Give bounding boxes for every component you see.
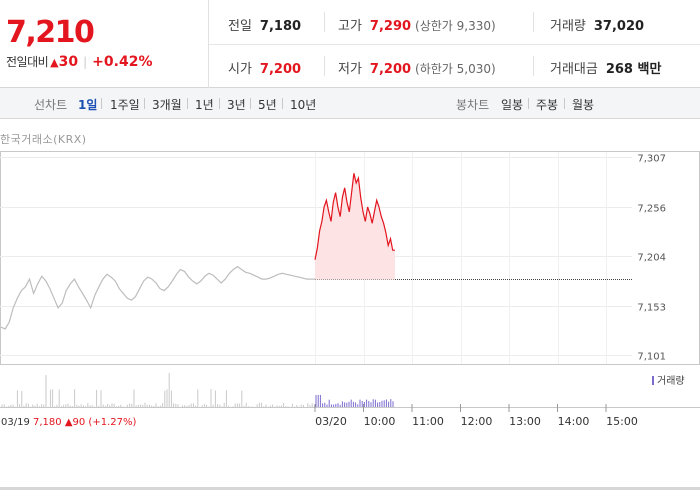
quote-header: 7,210 전일대비 ▲30 | +0.42% 전일 7,180 고가 7,290 (상한가… (0, 0, 700, 88)
volume-legend-marker (652, 376, 654, 385)
today-area-fill (315, 173, 395, 280)
up-triangle-icon: ▲ (50, 56, 59, 69)
header-row-divider (209, 44, 700, 45)
line-chart-label: 선차트 (34, 98, 68, 112)
x-tick-label: 13:00 (509, 415, 541, 428)
cell-divider (324, 12, 325, 32)
change-row: 전일대비 ▲30 | +0.42% (6, 53, 152, 70)
x-tick-label: 15:00 (606, 415, 638, 428)
amount-value: 268 백만 (605, 62, 662, 77)
volume-cell: 거래량 37,020 (550, 15, 644, 34)
prev-close-value: 7,180 (259, 19, 302, 34)
change-percent: +0.42% (92, 54, 153, 70)
prev-day-line (0, 265, 315, 330)
tab-3-year[interactable]: 3년 (227, 98, 246, 112)
tab-monthly-candle[interactable]: 월봉 (572, 98, 595, 112)
tab-divider (250, 98, 251, 109)
high-cell: 고가 7,290 (상한가 9,330) (338, 15, 496, 34)
tab-10-year[interactable]: 10년 (290, 98, 317, 112)
open-label: 시가 (228, 62, 252, 77)
volume-legend-label: 거래량 (657, 376, 685, 387)
x-tick-label: 03/20 (315, 415, 347, 428)
tab-5-year[interactable]: 5년 (258, 98, 277, 112)
x-tick-label: 11:00 (412, 415, 444, 428)
high-value: 7,290 (369, 19, 412, 34)
prev-day-up-icon: ▲ (65, 417, 73, 428)
tab-divider (101, 98, 102, 109)
prev-day-caption: 03/19 7,180 ▲90 (+1.27%) (1, 417, 136, 428)
prev-day-price: 7,180 (33, 417, 65, 428)
bottom-border (0, 487, 700, 490)
x-tick-label: 10:00 (364, 415, 396, 428)
tab-divider (282, 98, 283, 109)
tab-divider (564, 98, 565, 109)
chart-tab-bar: 선차트 1일 1주일 3개월 1년 3년 5년 10년 봉차트 일봉 주봉 월봉 (0, 88, 700, 119)
tab-divider (528, 98, 529, 109)
y-tick-label: 7,204 (637, 253, 666, 264)
price-box: 7,210 전일대비 ▲30 | +0.42% (0, 0, 209, 88)
low-cell: 저가 7,200 (하한가 5,030) (338, 58, 496, 77)
y-tick-label: 7,101 (637, 352, 666, 363)
tab-1-week[interactable]: 1주일 (110, 98, 140, 112)
open-cell: 시가 7,200 (228, 58, 301, 77)
data-source: 한국거래소(KRX) (0, 133, 87, 146)
prev-day-pct: (+1.27%) (88, 417, 136, 428)
amount-cell: 거래대금 268 백만 (550, 58, 661, 77)
chart-legend: 거래량 (652, 372, 685, 387)
price-chart: 7,307 7,256 7,204 7,153 7,101 03/20 10:00 11:00… (0, 151, 700, 428)
current-price: 7,210 (6, 15, 95, 50)
candle-chart-label: 봉차트 (456, 98, 490, 112)
cell-divider (533, 56, 534, 76)
today-line (314, 173, 395, 260)
prev-day-date: 03/19 (1, 417, 33, 428)
tab-1-day[interactable]: 1일 (78, 98, 98, 112)
y-tick-label: 7,153 (637, 303, 666, 314)
tab-1-year[interactable]: 1년 (195, 98, 214, 112)
change-value: 30 (58, 54, 79, 70)
tab-divider (187, 98, 188, 109)
tab-3-month[interactable]: 3개월 (152, 98, 182, 112)
x-tick-label: 14:00 (558, 415, 590, 428)
change-divider: | (83, 55, 88, 69)
open-value: 7,200 (259, 62, 302, 77)
x-tick-label: 12:00 (461, 415, 493, 428)
cell-divider (533, 12, 534, 32)
prev-close-cell: 전일 7,180 (228, 15, 301, 34)
low-label: 저가 (338, 62, 362, 77)
change-label: 전일대비 (6, 55, 49, 69)
tab-weekly-candle[interactable]: 주봉 (536, 98, 559, 112)
cell-divider (324, 56, 325, 76)
amount-label: 거래대금 (550, 62, 598, 77)
prev-close-label: 전일 (228, 19, 252, 34)
low-value: 7,200 (369, 62, 412, 77)
high-label: 고가 (338, 19, 362, 34)
lower-limit: (하한가 5,030) (415, 62, 496, 76)
volume-label: 거래량 (550, 19, 586, 34)
tab-divider (144, 98, 145, 109)
upper-limit: (상한가 9,330) (415, 19, 496, 33)
prev-day-change: 90 (73, 417, 89, 428)
tab-divider (219, 98, 220, 109)
volume-value: 37,020 (593, 19, 645, 34)
tab-daily-candle[interactable]: 일봉 (501, 98, 524, 112)
y-tick-label: 7,307 (637, 154, 666, 165)
y-tick-label: 7,256 (637, 204, 666, 215)
